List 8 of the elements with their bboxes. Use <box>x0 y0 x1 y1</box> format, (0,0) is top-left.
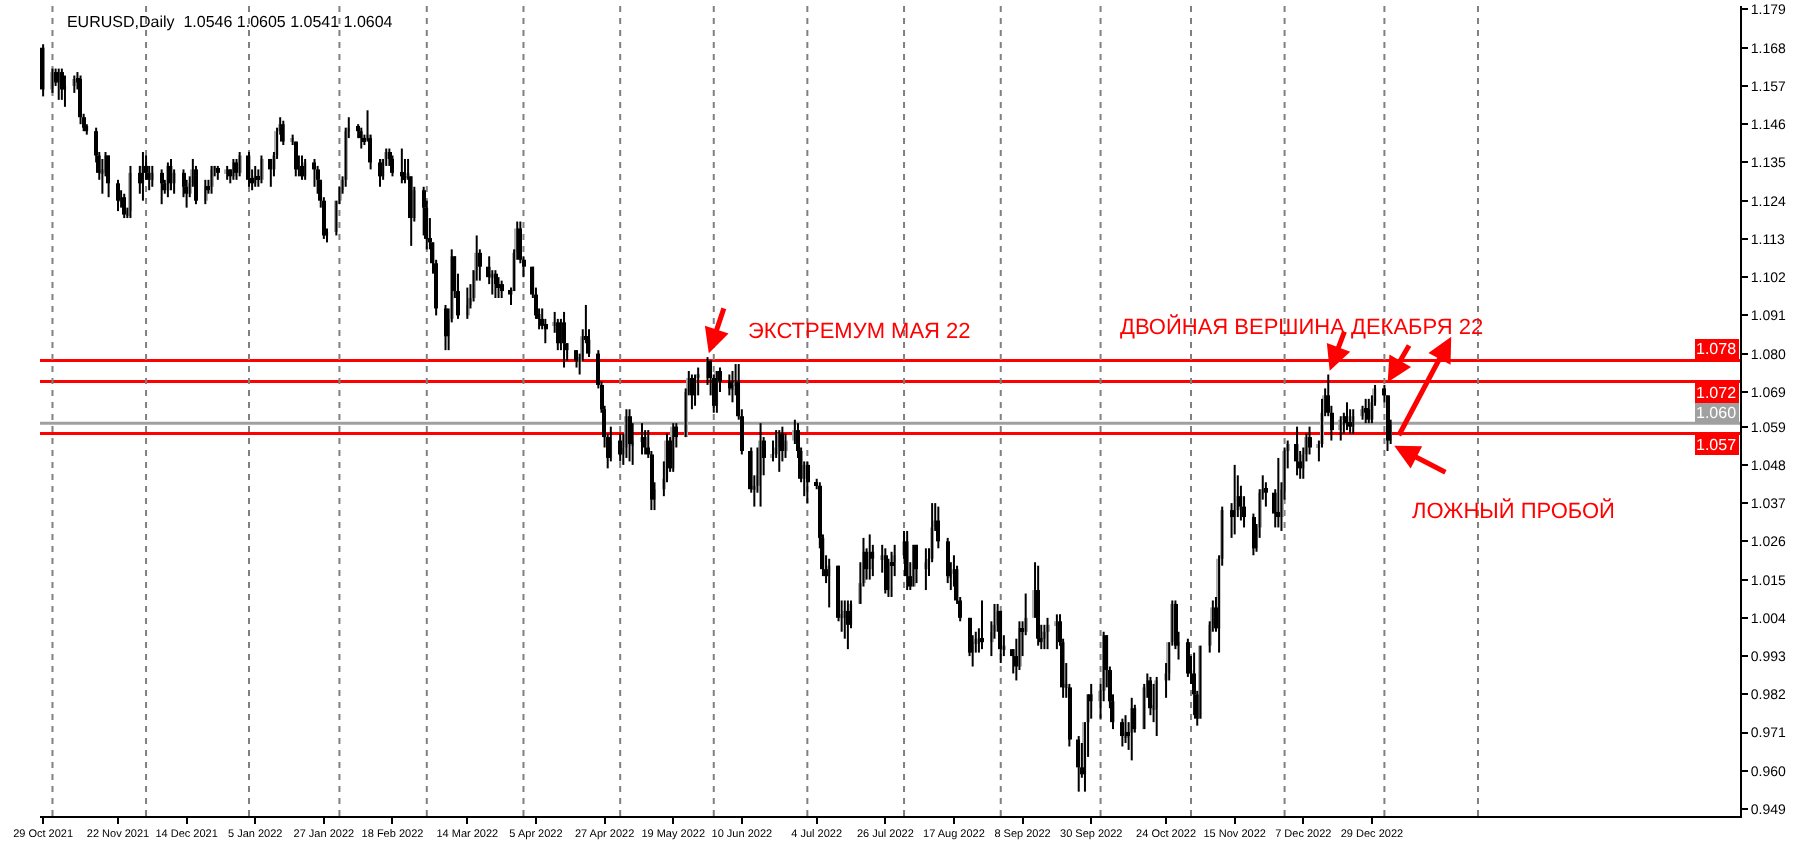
text: EURUSD,Daily 1.0546 1.0605 1.0541 1.0604 <box>66 13 394 32</box>
annotation: ДВОЙНАЯ ВЕРШИНА ДЕКАБРЯ 22 <box>1120 314 1484 340</box>
ref-line-label: 1.060 <box>1696 404 1738 422</box>
annotation: ЭКСТРЕМУМ МАЯ 22 <box>748 320 971 344</box>
ref-line-label: 1.057 <box>1696 436 1738 454</box>
ref-line-label: 1.078 <box>1696 340 1738 358</box>
ref-line-label: 1.072 <box>1696 384 1738 402</box>
annotation: ЛОЖНЫЙ ПРОБОЙ <box>1412 498 1615 524</box>
